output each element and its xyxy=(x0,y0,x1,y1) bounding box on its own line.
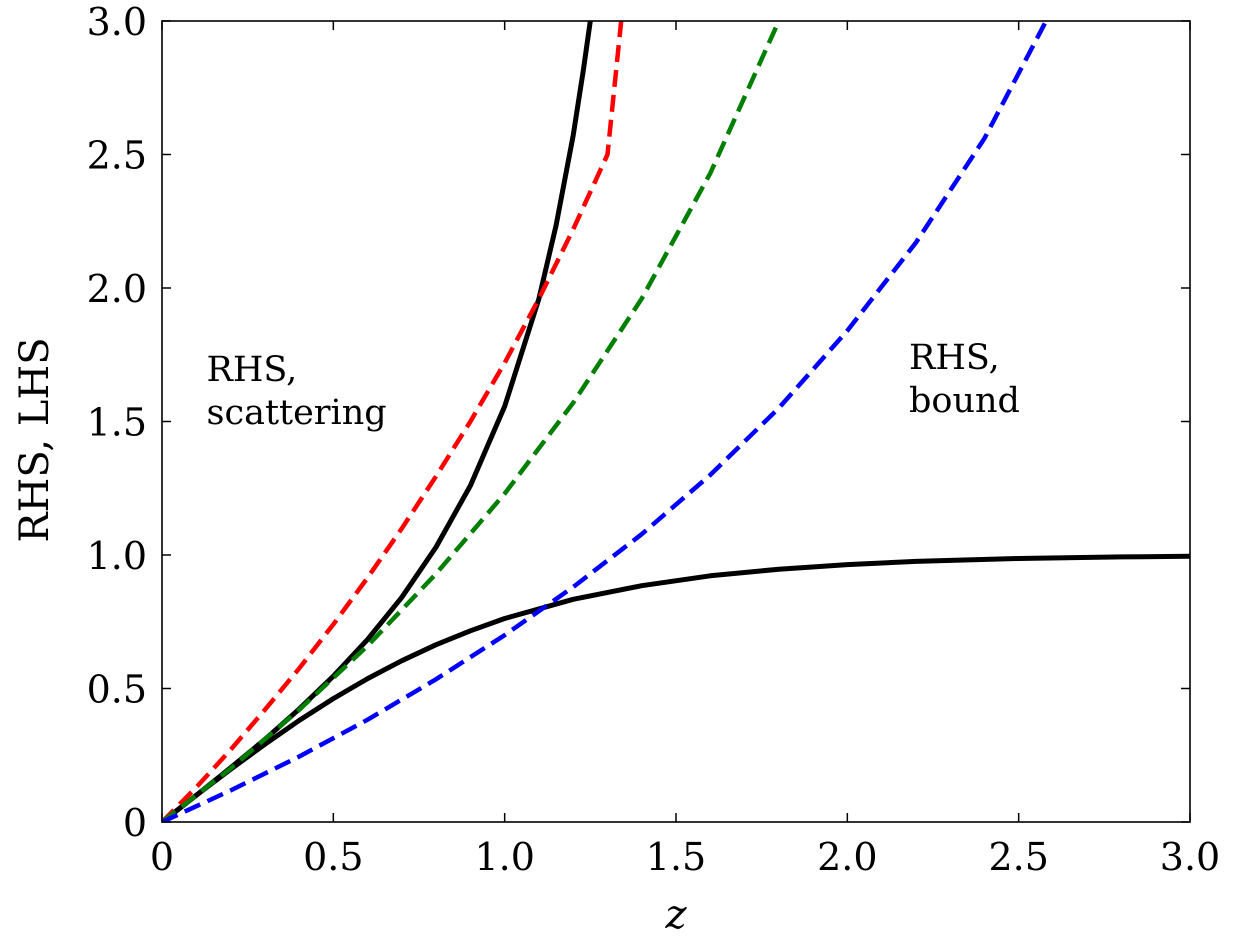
x-tick-label: 3.0 xyxy=(1160,835,1220,879)
series-lines xyxy=(162,21,1190,822)
plot-frame xyxy=(161,20,1191,823)
x-axis-title: z xyxy=(664,892,687,938)
dashed-curve-3 xyxy=(162,21,781,822)
y-tick-label: 2.0 xyxy=(87,267,147,311)
y-tick-labels: 0 0.5 1.0 1.5 2.0 2.5 3.0 xyxy=(87,0,147,845)
x-tick-label: 2.0 xyxy=(817,835,877,879)
annotation-0: RHS, scattering xyxy=(207,350,387,433)
x-tick-labels: 0 0.5 1.0 1.5 2.0 2.5 3.0 xyxy=(150,835,1220,879)
annotation-line: bound xyxy=(909,381,1020,421)
x-tick-label: 1.5 xyxy=(646,835,706,879)
annotation-line: RHS, xyxy=(207,350,298,390)
x-tick-label: 1.0 xyxy=(474,835,534,879)
x-tick-label: 0 xyxy=(150,835,174,879)
dashed-curve-2 xyxy=(162,21,624,822)
annotation-1: RHS, bound xyxy=(909,338,1020,421)
x-tick-label: 2.5 xyxy=(988,835,1048,879)
annotation-line: RHS, xyxy=(909,338,1000,378)
y-axis-title: RHS, LHS xyxy=(12,337,58,542)
x-tick-label: 0.5 xyxy=(303,835,363,879)
y-tick-label: 3.0 xyxy=(87,0,147,44)
y-tick-label: 0 xyxy=(123,801,147,845)
y-tick-label: 0.5 xyxy=(87,668,147,712)
y-tick-label: 1.5 xyxy=(87,401,147,445)
dashed-curve-4 xyxy=(162,21,1049,822)
solid-curve-1 xyxy=(162,553,1190,822)
annotation-line: scattering xyxy=(207,393,387,433)
y-tick-label: 2.5 xyxy=(87,134,147,178)
y-tick-label: 1.0 xyxy=(87,534,147,578)
